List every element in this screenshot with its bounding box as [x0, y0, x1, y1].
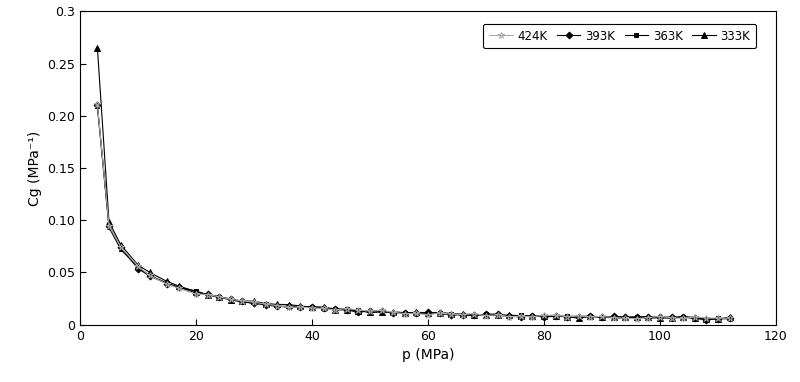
363K [725, 317, 734, 321]
424K [470, 311, 479, 316]
424K [446, 312, 456, 316]
424K [725, 316, 734, 320]
Line: 424K: 424K [94, 101, 733, 322]
424K [93, 102, 102, 107]
Line: 363K: 363K [95, 104, 732, 321]
393K [528, 313, 538, 318]
393K [725, 316, 734, 321]
333K [342, 308, 352, 312]
363K [470, 313, 479, 318]
363K [446, 312, 456, 316]
333K [528, 314, 538, 319]
363K [93, 104, 102, 109]
363K [482, 312, 491, 316]
393K [470, 313, 479, 317]
424K [528, 314, 538, 319]
333K [470, 312, 479, 317]
393K [93, 103, 102, 108]
424K [632, 316, 642, 321]
424K [214, 295, 224, 299]
393K [446, 313, 456, 317]
Line: 393K: 393K [95, 103, 732, 322]
Line: 333K: 333K [94, 45, 732, 322]
393K [482, 312, 491, 317]
363K [214, 295, 224, 299]
333K [93, 46, 102, 50]
333K [446, 311, 456, 316]
363K [342, 307, 352, 311]
X-axis label: p (MPa): p (MPa) [402, 348, 454, 362]
333K [714, 317, 723, 322]
Legend: 424K, 393K, 363K, 333K: 424K, 393K, 363K, 333K [483, 24, 756, 49]
Y-axis label: Cg (MPa⁻¹): Cg (MPa⁻¹) [27, 131, 42, 206]
333K [214, 294, 224, 299]
393K [342, 308, 352, 312]
424K [342, 306, 352, 311]
393K [214, 295, 224, 299]
333K [725, 315, 734, 319]
393K [702, 317, 711, 322]
363K [702, 317, 711, 322]
363K [528, 314, 538, 319]
333K [482, 313, 491, 317]
424K [482, 313, 491, 318]
